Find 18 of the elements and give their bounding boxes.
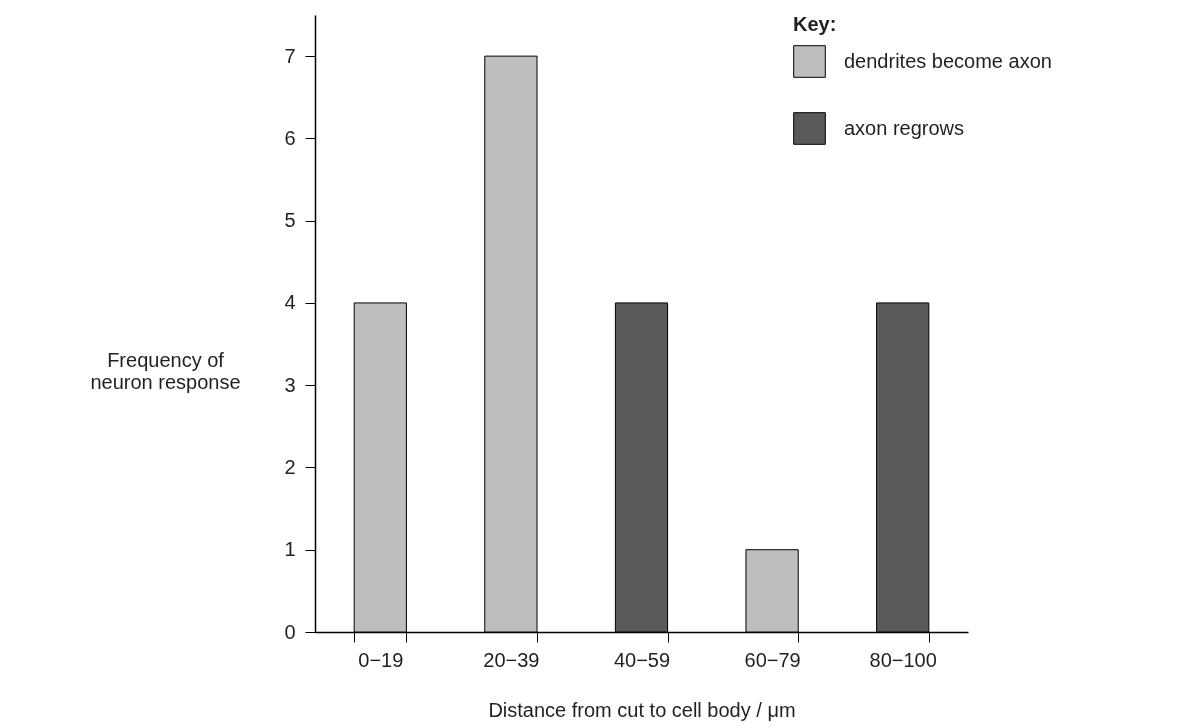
y-tick-label: 2: [284, 455, 296, 478]
legend-label: dendrites become axon: [844, 49, 1052, 72]
y-tick-label: 5: [284, 209, 296, 232]
legend-title: Key:: [793, 13, 837, 35]
y-tick-label: 0: [284, 620, 296, 643]
y-tick-label: 1: [284, 538, 296, 561]
x-tick-label: 60−79: [744, 648, 801, 671]
y-tick-label: 3: [284, 373, 296, 396]
x-axis-title: Distance from cut to cell body / μm: [488, 698, 796, 721]
y-tick-label: 6: [284, 126, 296, 149]
x-tick-label: 20−39: [483, 648, 540, 671]
legend-label: axon regrows: [844, 116, 965, 139]
x-tick-label: 0−19: [358, 648, 404, 671]
y-tick-label: 4: [284, 291, 296, 314]
y-axis-title: Frequency of neuron response: [90, 349, 241, 394]
x-tick-label: 80−100: [869, 648, 937, 671]
y-tick-label: 7: [284, 44, 296, 67]
x-tick-label: 40−59: [613, 648, 671, 671]
